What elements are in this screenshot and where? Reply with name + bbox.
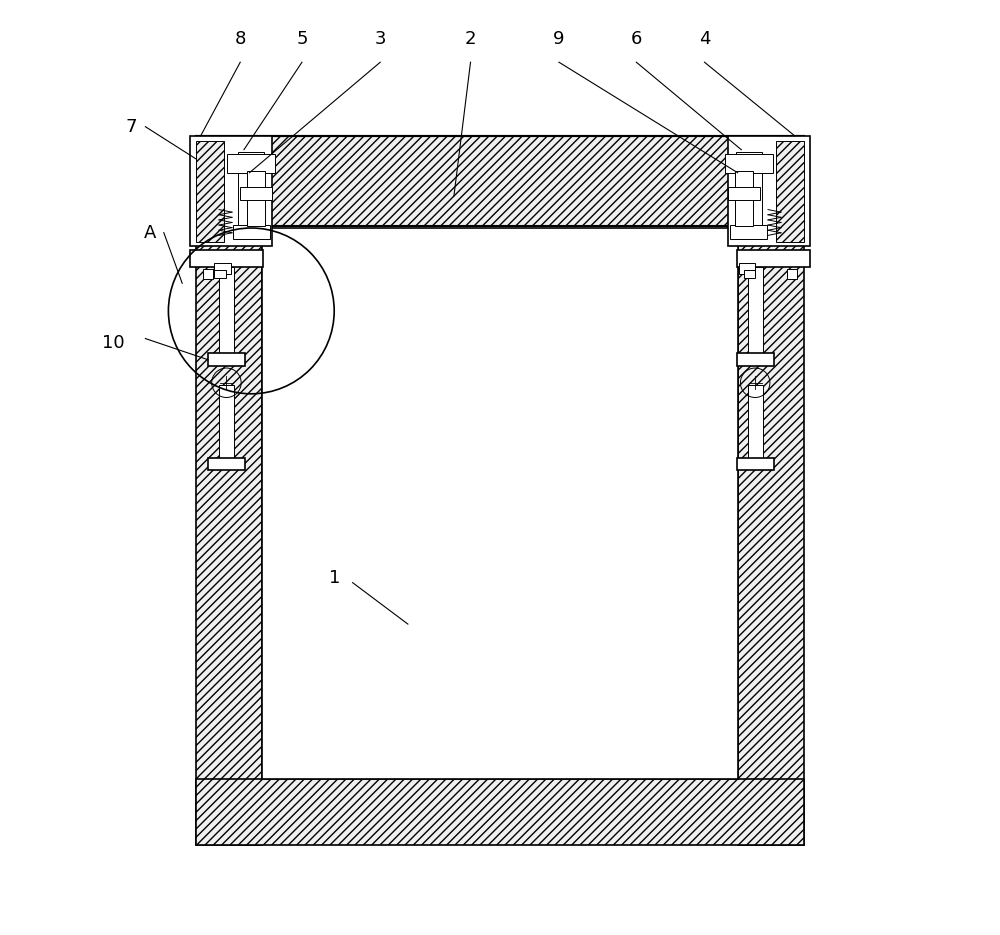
Bar xyxy=(737,251,810,266)
Bar xyxy=(214,270,226,278)
Text: 5: 5 xyxy=(296,30,308,49)
Bar xyxy=(219,266,234,357)
Bar xyxy=(227,154,275,173)
Bar xyxy=(737,458,774,470)
Text: 3: 3 xyxy=(375,30,386,49)
Bar xyxy=(208,353,245,367)
Bar xyxy=(247,171,265,226)
Text: 8: 8 xyxy=(235,30,246,49)
Bar xyxy=(735,171,753,226)
Bar xyxy=(787,269,797,279)
Bar xyxy=(776,140,804,242)
Text: A: A xyxy=(144,223,156,241)
Bar xyxy=(725,154,773,173)
Text: 2: 2 xyxy=(465,30,476,49)
Bar xyxy=(748,384,763,458)
Bar xyxy=(730,225,767,239)
Bar xyxy=(238,151,264,239)
Bar xyxy=(736,151,762,239)
Bar xyxy=(196,779,804,845)
Bar xyxy=(728,136,810,247)
Bar xyxy=(744,270,755,278)
Bar xyxy=(240,187,272,200)
Bar xyxy=(737,353,774,367)
Bar xyxy=(196,200,262,845)
Bar xyxy=(196,140,224,242)
Bar xyxy=(262,228,738,779)
Text: 7: 7 xyxy=(126,118,137,136)
Bar xyxy=(219,384,234,458)
Text: 9: 9 xyxy=(553,30,565,49)
Text: 1: 1 xyxy=(329,569,340,587)
Bar xyxy=(190,136,272,247)
Text: 6: 6 xyxy=(631,30,642,49)
Bar xyxy=(233,225,270,239)
Bar xyxy=(739,263,755,274)
Bar xyxy=(190,251,263,266)
Text: 10: 10 xyxy=(102,334,124,352)
Bar xyxy=(728,187,760,200)
Bar xyxy=(208,458,245,470)
Bar xyxy=(738,200,804,845)
Bar xyxy=(262,136,738,226)
Bar xyxy=(214,263,231,274)
Bar xyxy=(196,136,804,226)
Bar xyxy=(203,269,213,279)
Text: 4: 4 xyxy=(699,30,710,49)
Bar xyxy=(748,266,763,357)
